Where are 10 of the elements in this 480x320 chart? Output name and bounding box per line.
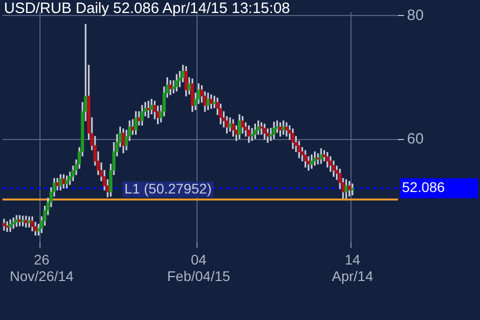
y-tick-label: 80 <box>407 6 424 24</box>
x-tick-label: 14 Apr/14 <box>332 251 374 284</box>
y-tick-label: 60 <box>407 130 424 148</box>
chart-title: USD/RUB Daily 52.086 Apr/14/15 13:15:08 <box>4 0 290 17</box>
candlestick <box>350 184 354 196</box>
x-tick-label: 26 Nov/26/14 <box>10 251 74 284</box>
x-tick-label: 04 Feb/04/15 <box>167 251 230 284</box>
ref-line-label: L1 (50.27952) <box>124 180 212 196</box>
ref-line-label: 52.086 <box>402 179 446 196</box>
candlestick <box>250 128 254 141</box>
